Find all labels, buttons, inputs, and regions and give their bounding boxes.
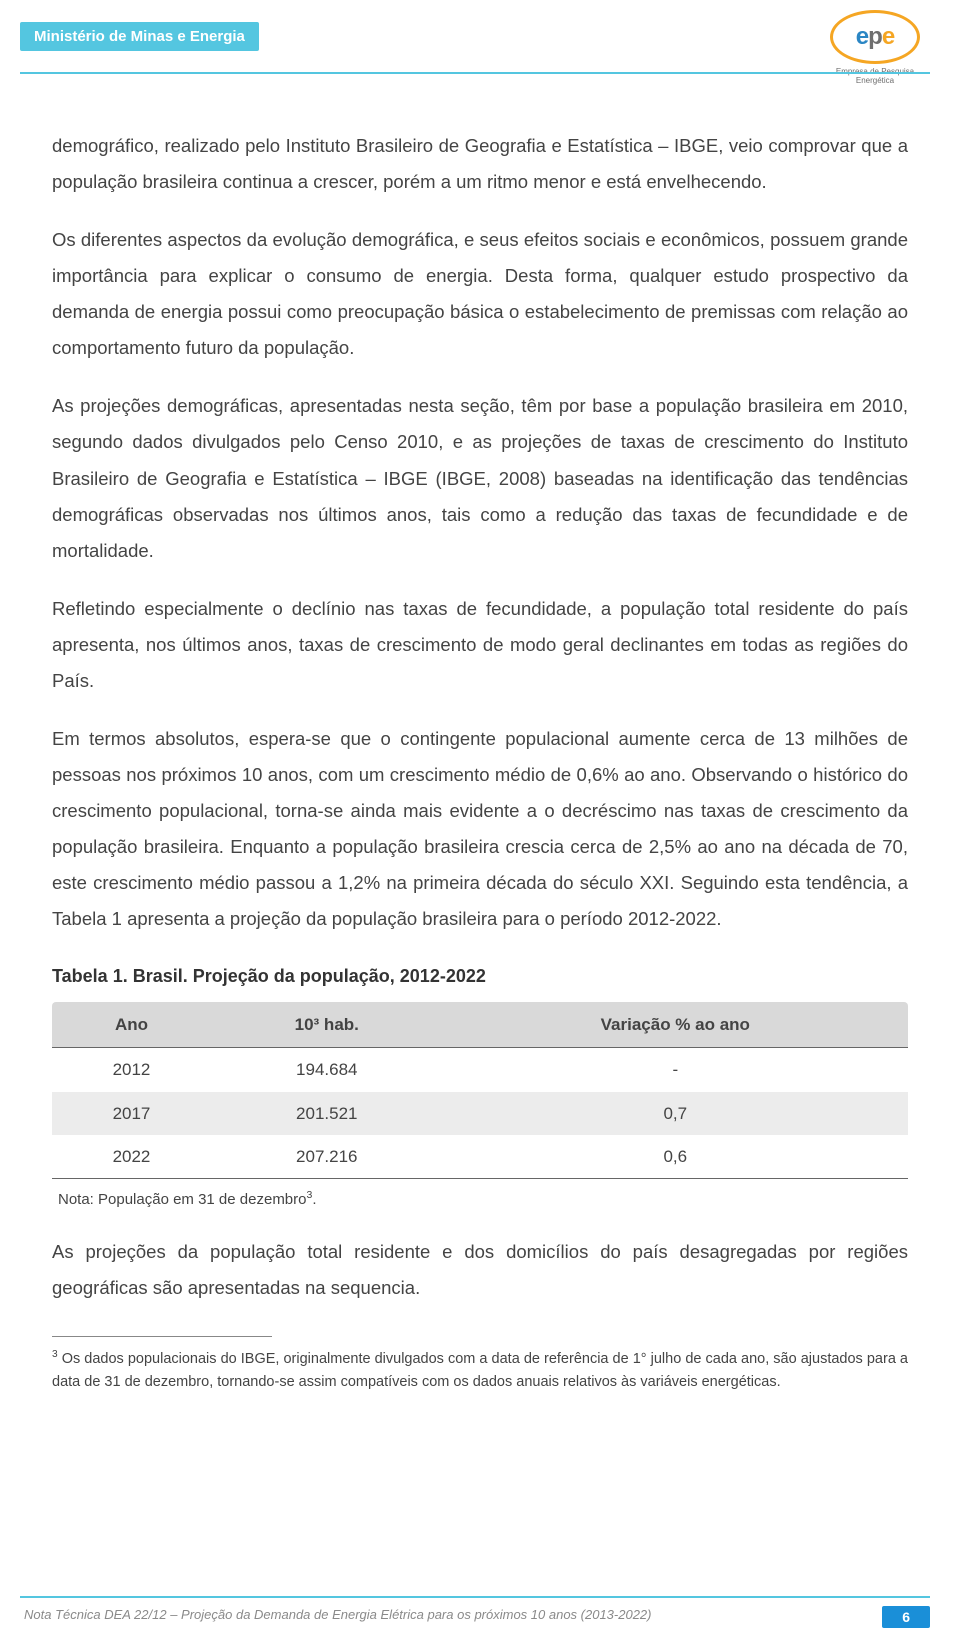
cell-ano: 2012: [52, 1048, 211, 1092]
cell-var: 0,7: [443, 1092, 908, 1135]
cell-ano: 2022: [52, 1135, 211, 1179]
cell-hab: 207.216: [211, 1135, 443, 1179]
cell-var: -: [443, 1048, 908, 1092]
paragraph-5: Em termos absolutos, espera-se que o con…: [52, 721, 908, 937]
footer-rule: [20, 1596, 930, 1598]
table-header-row: Ano 10³ hab. Variação % ao ano: [52, 1002, 908, 1048]
cell-var: 0,6: [443, 1135, 908, 1179]
logo-letter-e2: e: [882, 23, 894, 50]
ministry-banner: Ministério de Minas e Energia: [20, 22, 259, 51]
col-hab: 10³ hab.: [211, 1002, 443, 1048]
cell-hab: 201.521: [211, 1092, 443, 1135]
page-content: demográfico, realizado pelo Instituto Br…: [52, 128, 908, 1393]
table-note-prefix: Nota: População em 31 de dezembro: [58, 1191, 307, 1208]
table-row: 2017 201.521 0,7: [52, 1092, 908, 1135]
footer-text: Nota Técnica DEA 22/12 – Projeção da Dem…: [24, 1607, 652, 1622]
table-note-suffix: .: [312, 1191, 316, 1208]
paragraph-2: Os diferentes aspectos da evolução demog…: [52, 222, 908, 366]
table-note: Nota: População em 31 de dezembro3.: [52, 1185, 908, 1214]
paragraph-3: As projeções demográficas, apresentadas …: [52, 388, 908, 568]
col-var: Variação % ao ano: [443, 1002, 908, 1048]
epe-logo-subtitle: Empresa de Pesquisa Energética: [820, 67, 930, 85]
epe-logo-text: epe: [856, 23, 894, 51]
col-ano: Ano: [52, 1002, 211, 1048]
epe-logo-oval: epe: [830, 10, 920, 64]
paragraph-1: demográfico, realizado pelo Instituto Br…: [52, 128, 908, 200]
footnote-separator: [52, 1336, 272, 1337]
page-number-badge: 6: [882, 1606, 930, 1628]
population-table: Ano 10³ hab. Variação % ao ano 2012 194.…: [52, 1002, 908, 1179]
footnote: 3 Os dados populacionais do IBGE, origin…: [52, 1347, 908, 1393]
table-row: 2012 194.684 -: [52, 1048, 908, 1092]
footnote-text: Os dados populacionais do IBGE, original…: [52, 1351, 908, 1389]
logo-letter-e1: e: [856, 23, 868, 50]
cell-ano: 2017: [52, 1092, 211, 1135]
cell-hab: 194.684: [211, 1048, 443, 1092]
paragraph-6: As projeções da população total resident…: [52, 1234, 908, 1306]
header-rule: [20, 72, 930, 74]
table-title: Tabela 1. Brasil. Projeção da população,…: [52, 959, 908, 994]
table-row: 2022 207.216 0,6: [52, 1135, 908, 1179]
paragraph-4: Refletindo especialmente o declínio nas …: [52, 591, 908, 699]
logo-letter-p: p: [868, 23, 882, 50]
